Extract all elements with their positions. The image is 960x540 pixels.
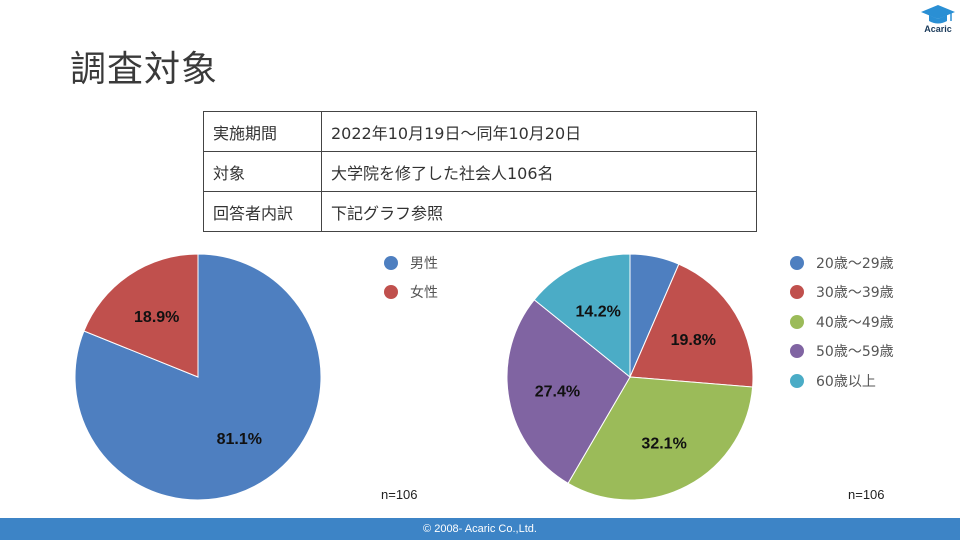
age-pie-chart: 19.8% 32.1% 27.4% 14.2% (506, 253, 754, 501)
age-legend-item: 30歳～39歳 (790, 278, 894, 308)
gender-legend-item: 女性 (384, 278, 438, 308)
age-slice-label-4: 14.2% (575, 303, 620, 320)
table-key: 実施期間 (203, 111, 322, 152)
age-legend-item: 60歳以上 (790, 366, 894, 396)
age-slice-4 (533, 253, 631, 379)
age-slice-label-1: 19.8% (671, 332, 716, 349)
gender-legend-item: 男性 (384, 248, 438, 278)
age-sample-size: n=106 (848, 487, 885, 502)
survey-info-table: 実施期間 2022年10月19日～同年10月20日 対象 大学院を修了した社会人… (203, 111, 757, 232)
age-slice-label-2: 32.1% (641, 435, 686, 452)
age-slice-1 (629, 263, 754, 388)
age-legend-swatch (790, 285, 804, 300)
page-title: 調査対象 (70, 49, 219, 90)
gender-legend-label: 女性 (410, 285, 438, 302)
age-legend-label: 50歳～59歳 (816, 344, 894, 361)
logo: Acaric (918, 2, 958, 38)
copyright-text: © 2008- Acaric Co.,Ltd. (423, 523, 537, 535)
gender-slice-label-0: 81.1% (217, 431, 262, 448)
table-value: 大学院を修了した社会人106名 (321, 151, 757, 192)
gender-legend-label: 男性 (410, 255, 438, 272)
gender-sample-size: n=106 (381, 487, 418, 502)
age-slice-label-3: 27.4% (535, 383, 580, 400)
age-legend-item: 40歳～49歳 (790, 307, 894, 337)
footer-bar: © 2008- Acaric Co.,Ltd. (0, 518, 960, 540)
age-slice-3 (506, 299, 631, 484)
table-row: 実施期間 2022年10月19日～同年10月20日 (203, 111, 757, 152)
graduation-cap-icon (921, 5, 955, 24)
gender-slice-label-1: 18.9% (134, 309, 179, 326)
age-slice-2 (567, 376, 754, 501)
table-row: 回答者内訳 下記グラフ参照 (203, 191, 757, 232)
age-legend-label: 40歳～49歳 (816, 314, 894, 331)
age-legend-label: 30歳～39歳 (816, 285, 894, 302)
table-value: 2022年10月19日～同年10月20日 (321, 111, 757, 152)
age-legend-swatch (790, 314, 804, 329)
age-legend-swatch (790, 255, 804, 270)
age-legend-item: 50歳～59歳 (790, 337, 894, 367)
table-key: 対象 (203, 151, 322, 192)
age-legend-label: 20歳～29歳 (816, 255, 894, 272)
age-legend-label: 60歳以上 (816, 373, 876, 390)
logo-text: Acaric (924, 24, 952, 34)
gender-legend-swatch (384, 285, 398, 300)
age-legend-item: 20歳～29歳 (790, 248, 894, 278)
age-legend-swatch (790, 344, 804, 359)
age-legend: 20歳～29歳 30歳～39歳 40歳～49歳 50歳～59歳 60歳以上 (790, 248, 894, 396)
table-value: 下記グラフ参照 (321, 191, 757, 232)
gender-pie-chart: 81.1% 18.9% (74, 253, 322, 501)
age-legend-swatch (790, 373, 804, 388)
gender-legend-swatch (384, 255, 398, 270)
gender-legend: 男性 女性 (384, 248, 438, 307)
table-key: 回答者内訳 (203, 191, 322, 232)
gender-slice-1 (83, 253, 199, 378)
table-row: 対象 大学院を修了した社会人106名 (203, 151, 757, 192)
